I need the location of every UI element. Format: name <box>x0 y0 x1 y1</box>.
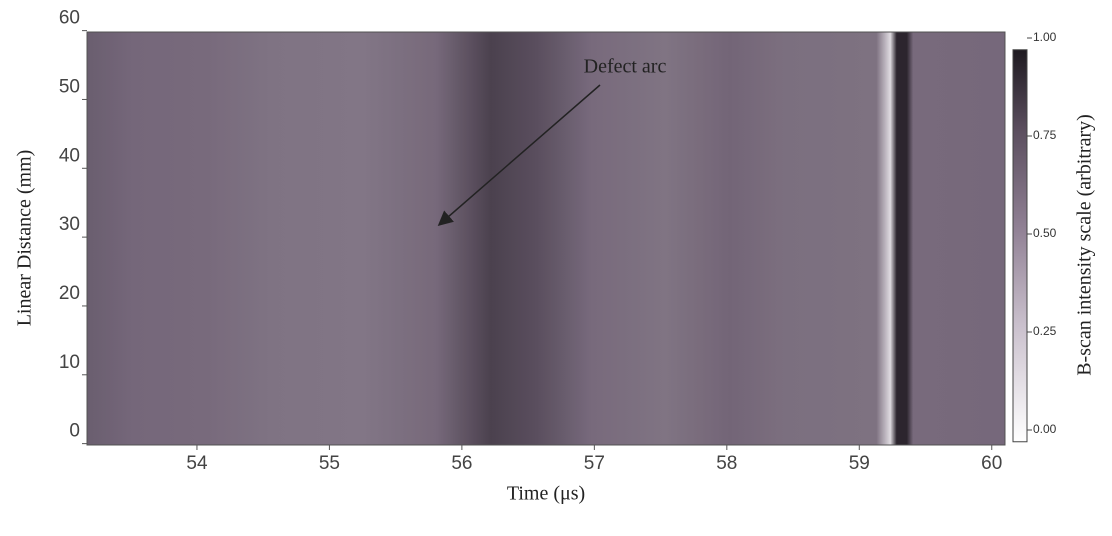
colorbar-tick-label: 1.00 <box>1033 30 1057 44</box>
colorbar-tick-label: 0.25 <box>1033 324 1057 338</box>
y-tick-label: 50 <box>59 76 80 97</box>
annotation-arrow <box>437 84 601 226</box>
heatmap-field <box>86 31 1006 446</box>
x-axis-label: Time (μs) <box>507 483 585 505</box>
y-tick-label: 10 <box>59 352 80 373</box>
colorbar-tick-label: 0.00 <box>1033 422 1057 436</box>
x-tick-label: 59 <box>849 453 870 474</box>
y-tick-label: 0 <box>69 421 80 442</box>
colorbar-label: B-scan intensity scale (arbitrary) <box>1074 114 1096 376</box>
x-tick-label: 58 <box>716 453 737 474</box>
x-tick-label: 56 <box>451 453 472 474</box>
x-tick-label: 57 <box>584 453 605 474</box>
y-axis-label: Linear Distance (mm) <box>14 150 36 327</box>
x-tick-label: 60 <box>981 453 1002 474</box>
y-tick-label: 30 <box>59 214 80 235</box>
annotation: Defect arc <box>584 56 667 78</box>
y-tick-label: 60 <box>59 8 80 29</box>
colorbar <box>1012 49 1028 443</box>
colorbar-tick-label: 0.75 <box>1033 128 1057 142</box>
heatmap-shade <box>87 32 1005 445</box>
x-tick-label: 54 <box>186 453 208 474</box>
x-tick-label: 55 <box>319 453 340 474</box>
y-tick-label: 20 <box>59 283 80 304</box>
y-tick-label: 40 <box>59 145 80 166</box>
colorbar-tick-label: 0.50 <box>1033 226 1057 240</box>
